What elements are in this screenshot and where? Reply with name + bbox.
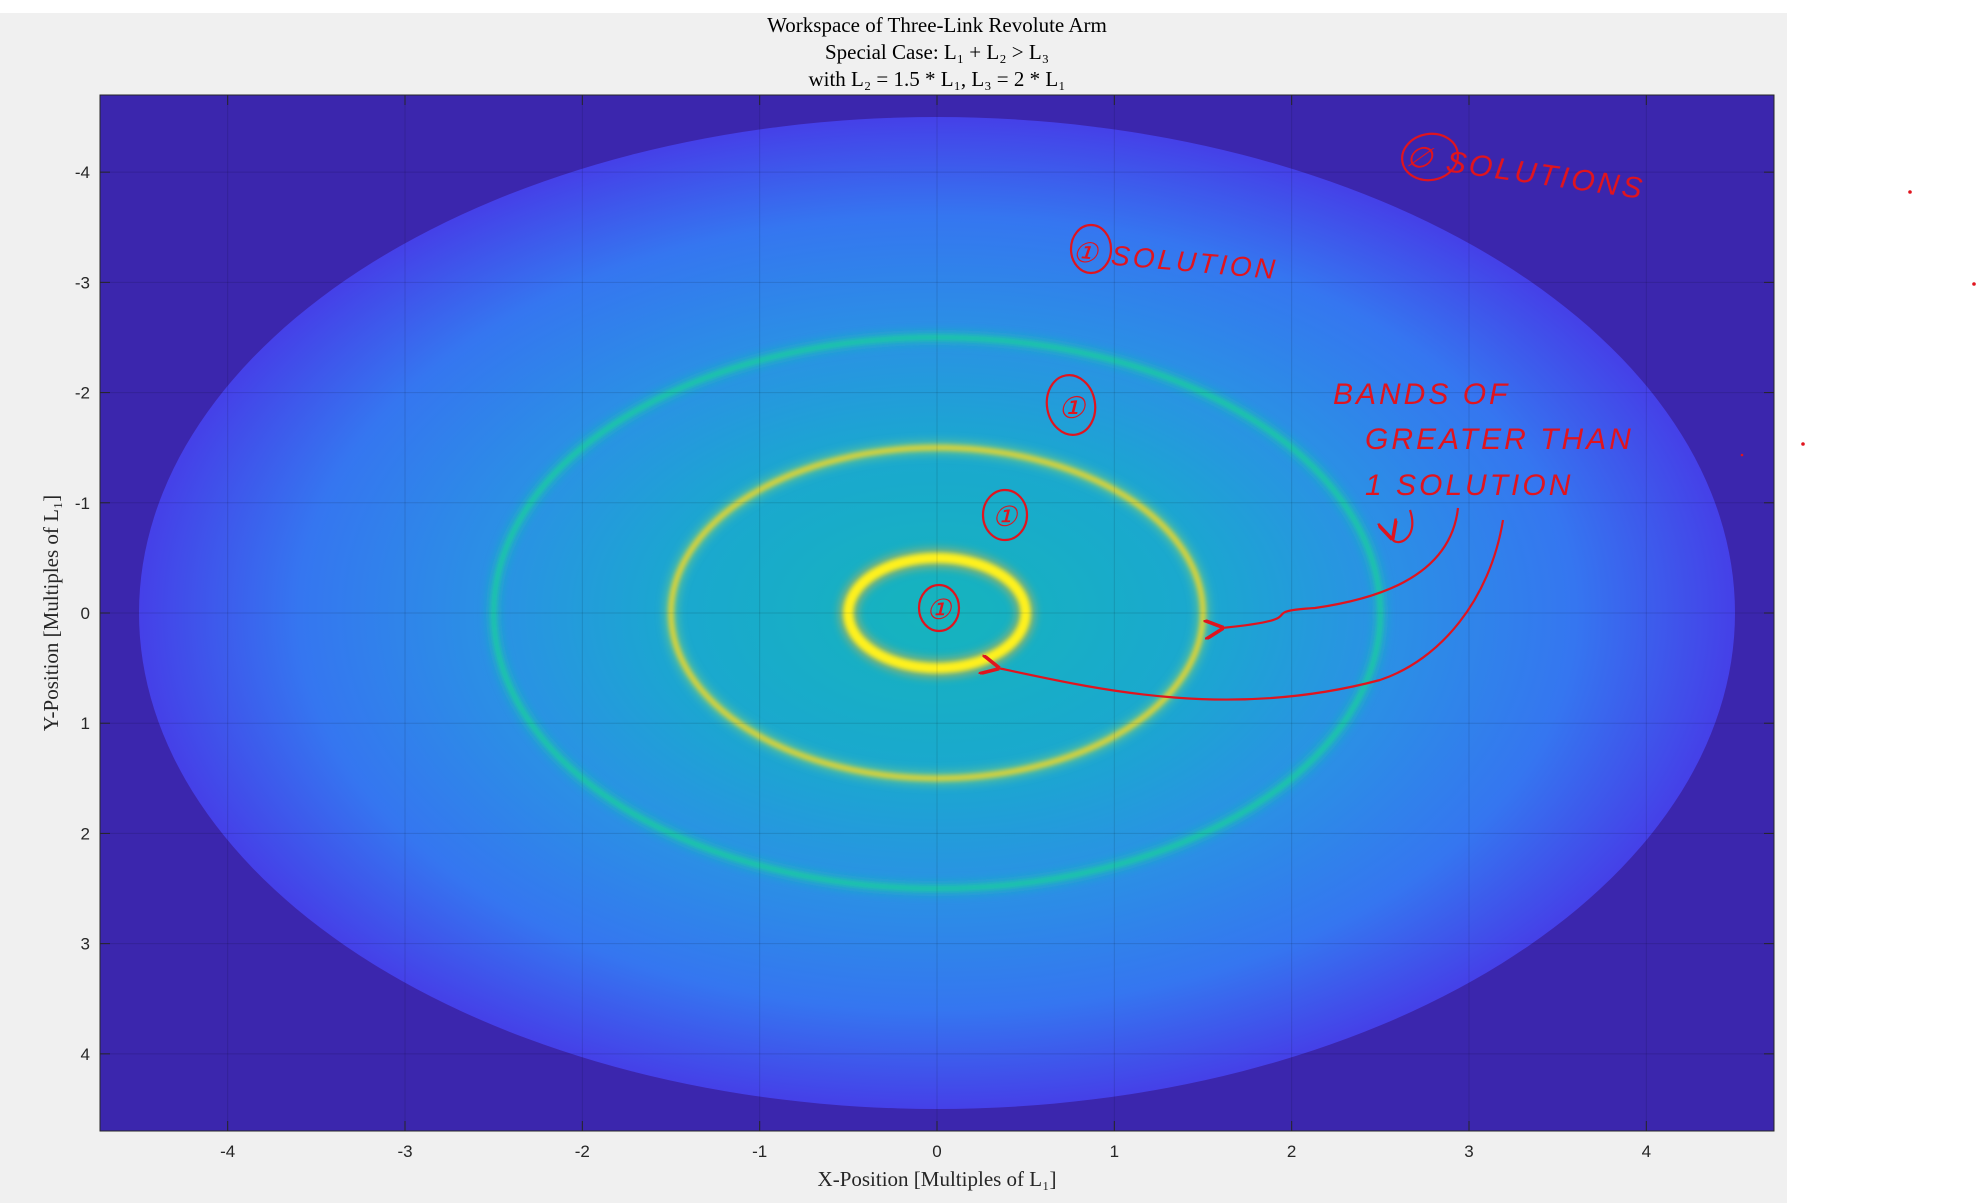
x-axis-label: X-Position [Multiples of L₁]: [818, 1167, 1057, 1191]
x-tick-label: 3: [1464, 1142, 1473, 1161]
x-tick-label: 4: [1642, 1142, 1651, 1161]
annotation-one-center: ①: [926, 594, 954, 625]
zero-circle-mark: [1401, 132, 1459, 182]
annotation-bands-line-2: GREATER THAN: [1365, 423, 1634, 456]
x-tick-label: -3: [397, 1142, 412, 1161]
one-circle-mark-ring-3: [1045, 374, 1097, 436]
chart-title: Workspace of Three-Link Revolute Arm Spe…: [767, 13, 1107, 91]
heatmap-layer: [139, 117, 1735, 1109]
arrow-to-inner-band: [998, 519, 1505, 701]
y-tick-label: 3: [81, 935, 90, 954]
one-circle-mark: [1069, 223, 1113, 275]
stray-mark-2: [1801, 442, 1805, 446]
annotation-bands-line-1: BANDS OF: [1333, 378, 1510, 411]
x-tick-label: -4: [220, 1142, 235, 1161]
axis-ticks: -4 -3 -2 -1 0 1 2 3 4 -4 -3 -2 -1 0 1 2 3 4: [75, 95, 1774, 1161]
x-tick-label: 1: [1110, 1142, 1119, 1161]
solution-ring-3: [491, 334, 1383, 892]
stray-mark-3: [1740, 453, 1744, 457]
y-tick-label: 2: [81, 824, 90, 843]
arrow-to-middle-band: [1222, 507, 1460, 628]
one-circle-mark-ring-2: [981, 488, 1029, 542]
title-line-2: Special Case: L₁ + L₂ > L₃: [825, 40, 1049, 64]
stray-mark-4: [1972, 282, 1976, 286]
x-tick-label: 2: [1287, 1142, 1296, 1161]
annotation-one-ring-2: ①: [992, 501, 1020, 532]
arrow-to-outer-band: [1392, 509, 1414, 544]
y-tick-label: 4: [81, 1045, 90, 1064]
solution-ring-2: [668, 444, 1206, 782]
y-tick-label: -4: [75, 163, 90, 182]
x-tick-label: 0: [932, 1142, 941, 1161]
x-tick-label: -1: [752, 1142, 767, 1161]
title-line-1: Workspace of Three-Link Revolute Arm: [767, 13, 1107, 37]
solution-ring-1: [843, 552, 1031, 674]
y-axis-label: Y-Position [Multiples of L₁]: [39, 495, 63, 732]
one-circle-mark-center: [917, 583, 961, 633]
grid-lines: [99, 94, 1775, 1132]
y-tick-label: 0: [81, 604, 90, 623]
y-tick-label: 1: [81, 714, 90, 733]
y-tick-label: -3: [75, 273, 90, 292]
y-tick-label: -1: [75, 494, 90, 513]
annotation-bands-line-3: 1 SOLUTION: [1365, 469, 1573, 502]
title-line-3: with L₂ = 1.5 * L₁, L₃ = 2 * L₁: [808, 67, 1065, 91]
workspace-disk: [139, 117, 1735, 1109]
annotation-one-ring-3: ①: [1058, 392, 1088, 425]
y-tick-label: -2: [75, 384, 90, 403]
stray-mark-1: [1908, 190, 1912, 194]
x-tick-label: -2: [575, 1142, 590, 1161]
